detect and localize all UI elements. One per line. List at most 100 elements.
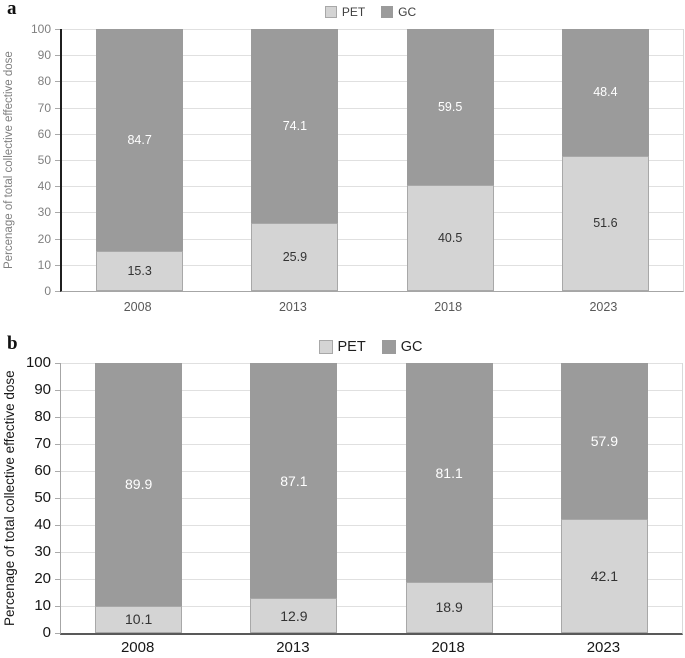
y-tick-label: 70 bbox=[34, 435, 51, 452]
plot-area: 15.3 84.7 25.9 74.1 40.5 59.5 51.6 48.4 bbox=[60, 29, 684, 292]
gridline bbox=[62, 186, 683, 188]
y-tick-mark bbox=[55, 212, 60, 213]
stacked-bar-2008: 10.1 89.9 bbox=[95, 363, 183, 633]
segment-gc-2018: 59.5 bbox=[406, 29, 494, 185]
x-tick-label: 2008 bbox=[120, 639, 155, 656]
x-tick-label: 2008 bbox=[123, 300, 152, 314]
y-tick-mark bbox=[55, 417, 60, 418]
segment-gc-2008: 89.9 bbox=[95, 363, 183, 606]
gridline bbox=[62, 29, 683, 30]
x-axis-labels: 2008 2013 2018 2023 bbox=[60, 639, 681, 656]
y-tick-label: 80 bbox=[34, 408, 51, 425]
y-tick-mark bbox=[55, 265, 60, 266]
chart-panel-b: b PET GC Percenage of total collective e… bbox=[0, 333, 685, 658]
pet-swatch-icon bbox=[324, 6, 337, 18]
data-label: 81.1 bbox=[435, 464, 463, 481]
data-label: 51.6 bbox=[593, 216, 618, 231]
x-tick-label: 2018 bbox=[431, 639, 465, 656]
y-tick-mark bbox=[55, 108, 60, 109]
y-tick-label: 50 bbox=[34, 489, 51, 506]
stacked-bar-2023: 42.1 57.9 bbox=[560, 363, 648, 633]
gridline bbox=[61, 525, 682, 526]
data-label: 18.9 bbox=[435, 599, 463, 616]
category-2013: 12.9 87.1 bbox=[216, 363, 371, 633]
segment-pet-2008: 15.3 bbox=[96, 250, 184, 291]
gridline bbox=[61, 444, 682, 445]
stacked-bar-2023: 51.6 48.4 bbox=[561, 29, 649, 291]
gridline bbox=[62, 55, 683, 57]
y-tick-mark bbox=[55, 55, 60, 56]
legend-b: PET GC bbox=[60, 339, 681, 355]
y-tick-mark bbox=[55, 525, 60, 526]
y-tick-label: 30 bbox=[37, 205, 51, 219]
y-tick-label: 10 bbox=[37, 258, 51, 272]
y-tick-label: 50 bbox=[37, 153, 51, 167]
segment-pet-2013: 12.9 bbox=[250, 598, 338, 633]
y-tick-label: 70 bbox=[37, 101, 51, 115]
gridlines bbox=[62, 29, 683, 291]
gridline bbox=[61, 417, 682, 418]
gridline bbox=[61, 579, 682, 580]
category-2008: 15.3 84.7 bbox=[62, 29, 217, 291]
x-axis-labels: 2008 2013 2018 2023 bbox=[60, 300, 681, 314]
segment-pet-2023: 42.1 bbox=[560, 519, 648, 633]
segment-gc-2023: 57.9 bbox=[560, 363, 648, 520]
data-label: 42.1 bbox=[590, 568, 618, 585]
legend-item-gc: GC bbox=[381, 339, 423, 355]
category-2023: 51.6 48.4 bbox=[528, 29, 683, 291]
y-tick-label: 40 bbox=[34, 516, 51, 533]
x-tick-label: 2013 bbox=[276, 639, 310, 656]
y-tick-mark bbox=[55, 633, 60, 634]
gridline bbox=[61, 498, 682, 499]
gridlines bbox=[61, 363, 682, 633]
y-tick-label: 100 bbox=[25, 354, 51, 371]
legend-label-gc: GC bbox=[400, 339, 423, 355]
y-tick-label: 0 bbox=[44, 284, 51, 298]
segment-pet-2008: 10.1 bbox=[95, 605, 183, 633]
y-tick-mark bbox=[55, 186, 60, 187]
category-2018: 18.9 81.1 bbox=[372, 363, 527, 633]
legend-item-gc: GC bbox=[381, 5, 416, 19]
stacked-bar-2008: 15.3 84.7 bbox=[96, 29, 184, 291]
bars-container: 10.1 89.9 12.9 87.1 18.9 81.1 42.1 57.9 bbox=[61, 363, 682, 633]
y-tick-mark bbox=[55, 81, 60, 82]
panel-label-b: b bbox=[7, 333, 18, 354]
x-tick-label: 2023 bbox=[589, 300, 618, 314]
stacked-bar-2018: 18.9 81.1 bbox=[405, 363, 493, 633]
y-tick-mark bbox=[55, 134, 60, 135]
bars-container: 15.3 84.7 25.9 74.1 40.5 59.5 51.6 48.4 bbox=[62, 29, 683, 291]
data-label: 89.9 bbox=[125, 476, 153, 493]
segment-gc-2008: 84.7 bbox=[96, 29, 184, 251]
data-label: 10.1 bbox=[125, 611, 153, 628]
y-tick-label: 20 bbox=[34, 570, 51, 587]
category-2013: 25.9 74.1 bbox=[217, 29, 372, 291]
segment-pet-2018: 18.9 bbox=[405, 581, 493, 633]
gc-swatch-icon bbox=[381, 6, 394, 18]
gridline bbox=[61, 390, 682, 391]
y-tick-label: 20 bbox=[37, 232, 51, 246]
data-label: 40.5 bbox=[437, 230, 463, 245]
y-tick-label: 30 bbox=[34, 543, 51, 560]
segment-gc-2018: 81.1 bbox=[405, 363, 493, 582]
y-tick-label: 40 bbox=[37, 179, 51, 193]
segment-pet-2018: 40.5 bbox=[406, 184, 494, 291]
y-tick-label: 90 bbox=[37, 48, 51, 62]
panel-label-a: a bbox=[7, 0, 17, 19]
y-tick-label: 10 bbox=[34, 597, 51, 614]
chart-panel-a: a PET GC Percenage of total collective e… bbox=[3, 0, 684, 314]
gridline bbox=[62, 81, 683, 83]
segment-gc-2013: 87.1 bbox=[250, 363, 338, 599]
pet-swatch-icon bbox=[318, 340, 333, 354]
plot-area: 10.1 89.9 12.9 87.1 18.9 81.1 42.1 57.9 bbox=[60, 363, 683, 635]
y-tick-mark bbox=[55, 29, 60, 30]
data-label: 84.7 bbox=[127, 132, 152, 147]
y-tick-mark bbox=[55, 239, 60, 240]
y-tick-label: 80 bbox=[37, 74, 51, 88]
gridline bbox=[61, 552, 682, 553]
y-tick-mark bbox=[55, 160, 60, 161]
y-tick-mark bbox=[55, 471, 60, 472]
data-label: 74.1 bbox=[282, 119, 308, 134]
y-tick-mark bbox=[55, 291, 60, 292]
y-tick-mark bbox=[55, 579, 60, 580]
y-tick-mark bbox=[55, 552, 60, 553]
